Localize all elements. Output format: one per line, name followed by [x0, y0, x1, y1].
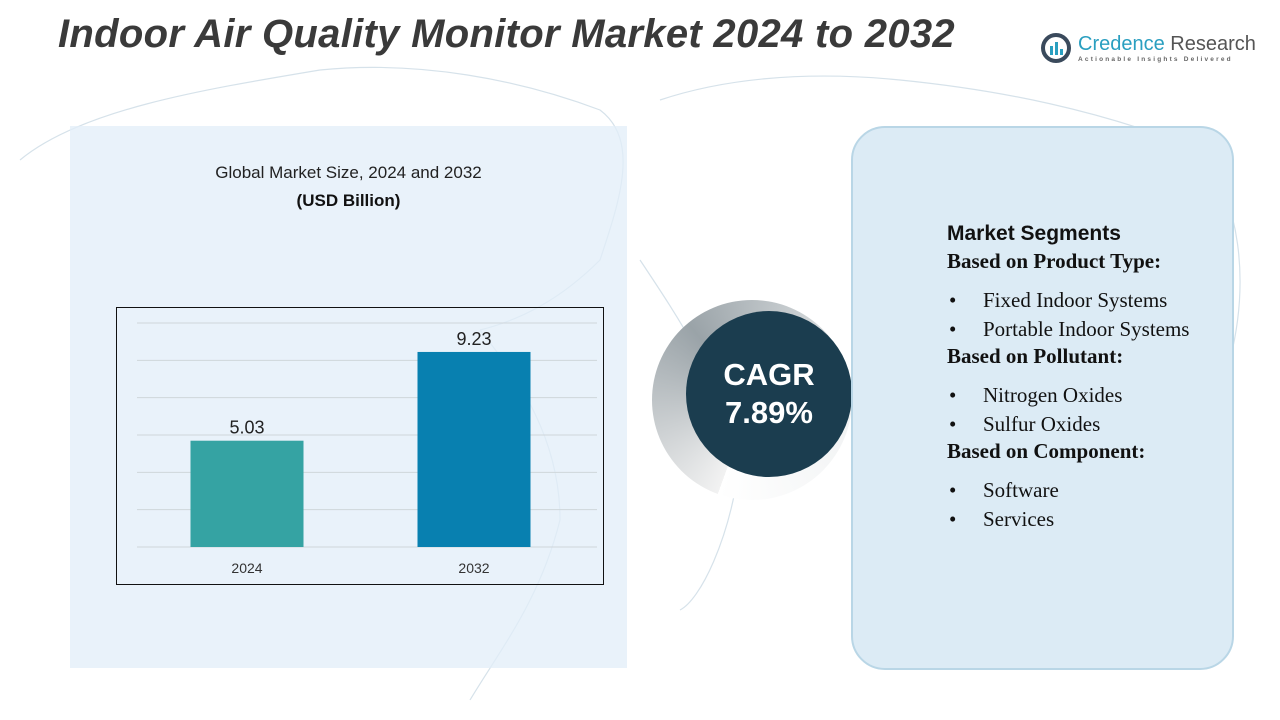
segment-group-title: Based on Component: [947, 439, 1146, 463]
segment-item: Portable Indoor Systems [947, 315, 1189, 344]
segment-group: Based on Pollutant: Nitrogen OxidesSulfu… [947, 344, 1189, 439]
segment-item: Services [947, 505, 1189, 534]
segment-item: Fixed Indoor Systems [947, 286, 1189, 315]
cagr-label: CAGR [723, 357, 815, 392]
bar-chart: 5.03 2024 9.23 2032 [116, 307, 604, 585]
logo-chart-icon [1041, 33, 1071, 63]
segment-item: Software [947, 476, 1189, 505]
segment-item: Nitrogen Oxides [947, 381, 1189, 410]
segment-group: Based on Product Type: Fixed Indoor Syst… [947, 249, 1189, 344]
segment-group: Based on Component: SoftwareServices [947, 439, 1189, 534]
bar-2032 [417, 351, 531, 547]
logo-name-b: Research [1164, 33, 1256, 55]
logo-name-a: Credence [1078, 33, 1165, 55]
x-tick-label: 2032 [458, 560, 489, 576]
market-segments: Market Segments Based on Product Type: F… [947, 222, 1189, 534]
data-label: 9.23 [456, 329, 491, 349]
segments-heading: Market Segments [947, 222, 1121, 245]
segment-group-title: Based on Pollutant: [947, 344, 1124, 368]
bar-2024 [190, 440, 304, 547]
segment-group-title: Based on Product Type: [947, 249, 1162, 273]
chart-unit: (USD Billion) [296, 191, 401, 210]
credence-research-logo: Credence Research Actionable Insights De… [1040, 32, 1256, 64]
cagr-badge: CAGR 7.89% [686, 311, 852, 477]
page-title: Indoor Air Quality Monitor Market 2024 t… [58, 12, 955, 56]
segment-item: Sulfur Oxides [947, 410, 1189, 439]
x-tick-label: 2024 [231, 560, 262, 576]
bar-chart-svg: 5.03 2024 9.23 2032 [137, 322, 597, 576]
chart-panel [70, 126, 627, 668]
logo-tagline: Actionable Insights Delivered [1078, 56, 1233, 63]
cagr-value: 7.89% [725, 395, 813, 430]
chart-heading: Global Market Size, 2024 and 2032 [215, 163, 482, 182]
data-label: 5.03 [229, 418, 264, 438]
